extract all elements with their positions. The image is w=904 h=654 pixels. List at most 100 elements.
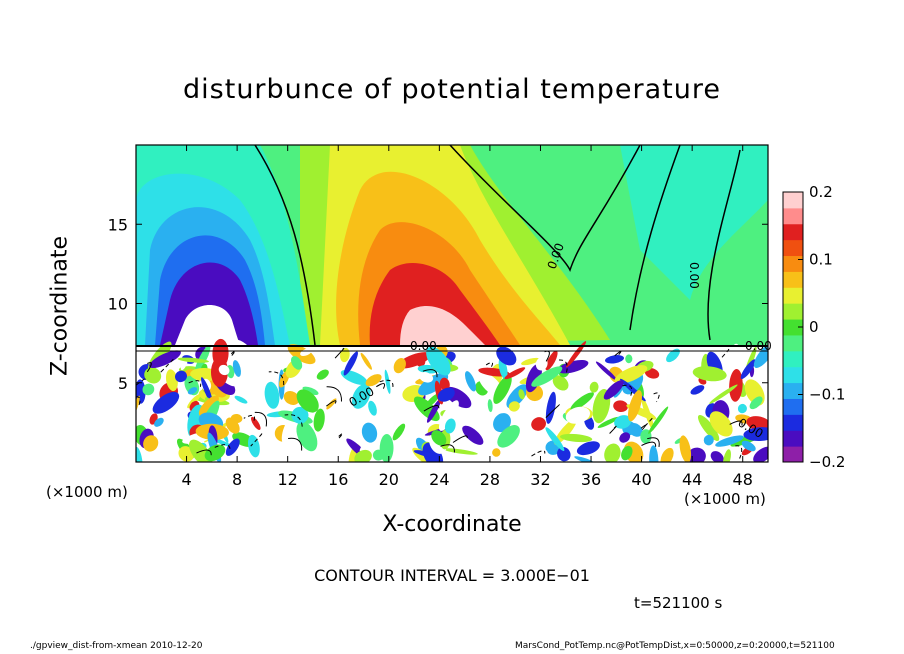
turbulence-blob <box>535 357 548 371</box>
y-tick-label: 5 <box>118 374 128 393</box>
turbulence-blob <box>438 400 459 431</box>
turbulence-blob <box>283 391 300 405</box>
turbulence-blob <box>188 439 213 462</box>
turbulence-blob <box>545 350 558 371</box>
colorbar-swatch <box>783 398 803 415</box>
turbulence-blob <box>187 387 198 395</box>
turbulence-contour <box>485 362 494 369</box>
warm-core <box>400 305 485 345</box>
turbulence-contour <box>136 378 147 386</box>
turbulence-blob <box>418 372 449 396</box>
turbulence-blob <box>143 435 159 452</box>
colorbar-swatch <box>783 319 803 336</box>
turbulence-blob <box>576 441 600 456</box>
turbulence-blob <box>666 348 680 363</box>
turbulence-blob <box>604 443 621 462</box>
x-tick-label: 24 <box>429 470 449 489</box>
turbulence-blob <box>740 359 756 380</box>
colorbar-swatch <box>783 207 803 225</box>
turbulence-blob <box>340 370 368 385</box>
colorbar-tick-label: −0.1 <box>809 386 845 404</box>
footer-left-text: ./gpview_dist-from-xmean 2010-12-20 <box>30 641 203 651</box>
colorbar-swatch <box>783 192 803 209</box>
turbulence-blob <box>152 391 180 414</box>
turbulence-blob <box>198 395 219 417</box>
turbulence-blob <box>487 399 493 413</box>
turbulence-blob <box>368 400 377 416</box>
turbulence-blob <box>614 365 648 384</box>
turbulence-blob <box>313 408 325 432</box>
turbulence-contour <box>545 404 560 418</box>
plot-area <box>136 145 768 462</box>
colorbar-swatch <box>783 271 803 288</box>
turbulence-blob <box>413 450 440 459</box>
turbulence-blob <box>697 414 720 442</box>
colorbar-swatch <box>783 366 803 384</box>
turbulence-blob <box>627 390 643 422</box>
turbulence-blob <box>426 346 451 376</box>
turbulence-blob <box>603 380 624 400</box>
turbulence-contour <box>735 445 743 459</box>
turbulence-contour <box>250 433 263 447</box>
colorbar-swatch <box>783 350 803 368</box>
turbulence-blob <box>710 451 724 462</box>
turbulence-blob <box>504 367 526 380</box>
turbulence-contour <box>338 432 344 439</box>
turbulence-blob <box>354 449 372 462</box>
turbulence-blob <box>372 449 385 461</box>
turbulence-blob <box>493 374 512 404</box>
warm-band-5 <box>369 262 500 345</box>
turbulence-contour <box>647 437 660 447</box>
turbulence-blob <box>521 357 540 366</box>
turbulence-blob <box>251 416 261 430</box>
turbulence-blob <box>264 381 280 409</box>
colorbar-swatch <box>783 239 803 257</box>
turbulence-contour <box>243 414 255 421</box>
turbulence-blob <box>343 351 358 376</box>
colorbar: 0.2 0.1 0 −0.1 −0.2 <box>782 183 845 471</box>
turbulence-blob <box>570 392 594 411</box>
turbulence-contour <box>288 437 303 451</box>
turbulence-blob <box>194 345 211 373</box>
turbulence-contour <box>188 380 202 387</box>
turbulence-contour <box>609 425 617 434</box>
turbulence-blob <box>296 389 319 413</box>
turbulence-blob <box>709 384 738 404</box>
turbulence-blob <box>703 434 714 446</box>
turbulence-blob <box>531 366 563 387</box>
upper-right-band <box>620 145 768 300</box>
turbulence-contour <box>326 386 343 402</box>
turbulence-blob <box>296 421 318 452</box>
turbulence-contour <box>379 379 394 388</box>
colorbar-tick-label: 0.1 <box>809 251 833 269</box>
turbulence-blob <box>619 432 631 443</box>
turbulence-blob <box>565 406 591 424</box>
turbulence-blob <box>437 387 455 402</box>
turbulence-blob <box>614 415 632 429</box>
turbulence-blob <box>425 393 440 408</box>
turbulence-blob <box>300 348 313 357</box>
x-tick-label: 12 <box>278 470 298 489</box>
turbulence-blob <box>732 343 741 361</box>
turbulence-blob <box>361 422 378 443</box>
turbulence-blob <box>761 366 768 386</box>
turbulence-blob <box>649 445 659 462</box>
colorbar-swatch <box>783 303 803 320</box>
turbulence-blob <box>648 406 669 434</box>
x-axis-unit: (×1000 m) <box>684 490 766 508</box>
turbulence-blob <box>360 352 372 370</box>
turbulence-blob <box>218 364 230 376</box>
turbulence-blob <box>144 367 162 384</box>
turbulence-blob <box>566 341 587 368</box>
turbulence-contour <box>196 449 212 456</box>
turbulence-blob <box>365 374 382 387</box>
y-tick-label: 10 <box>108 295 128 314</box>
turbulence-contour <box>423 405 440 412</box>
turbulence-blob <box>419 372 434 383</box>
turbulence-blob <box>574 456 597 462</box>
x-tick-label: 36 <box>581 470 601 489</box>
contour-label: 0.00 <box>687 262 701 289</box>
turbulence-blob <box>154 417 164 427</box>
turbulence-blob <box>690 385 705 395</box>
